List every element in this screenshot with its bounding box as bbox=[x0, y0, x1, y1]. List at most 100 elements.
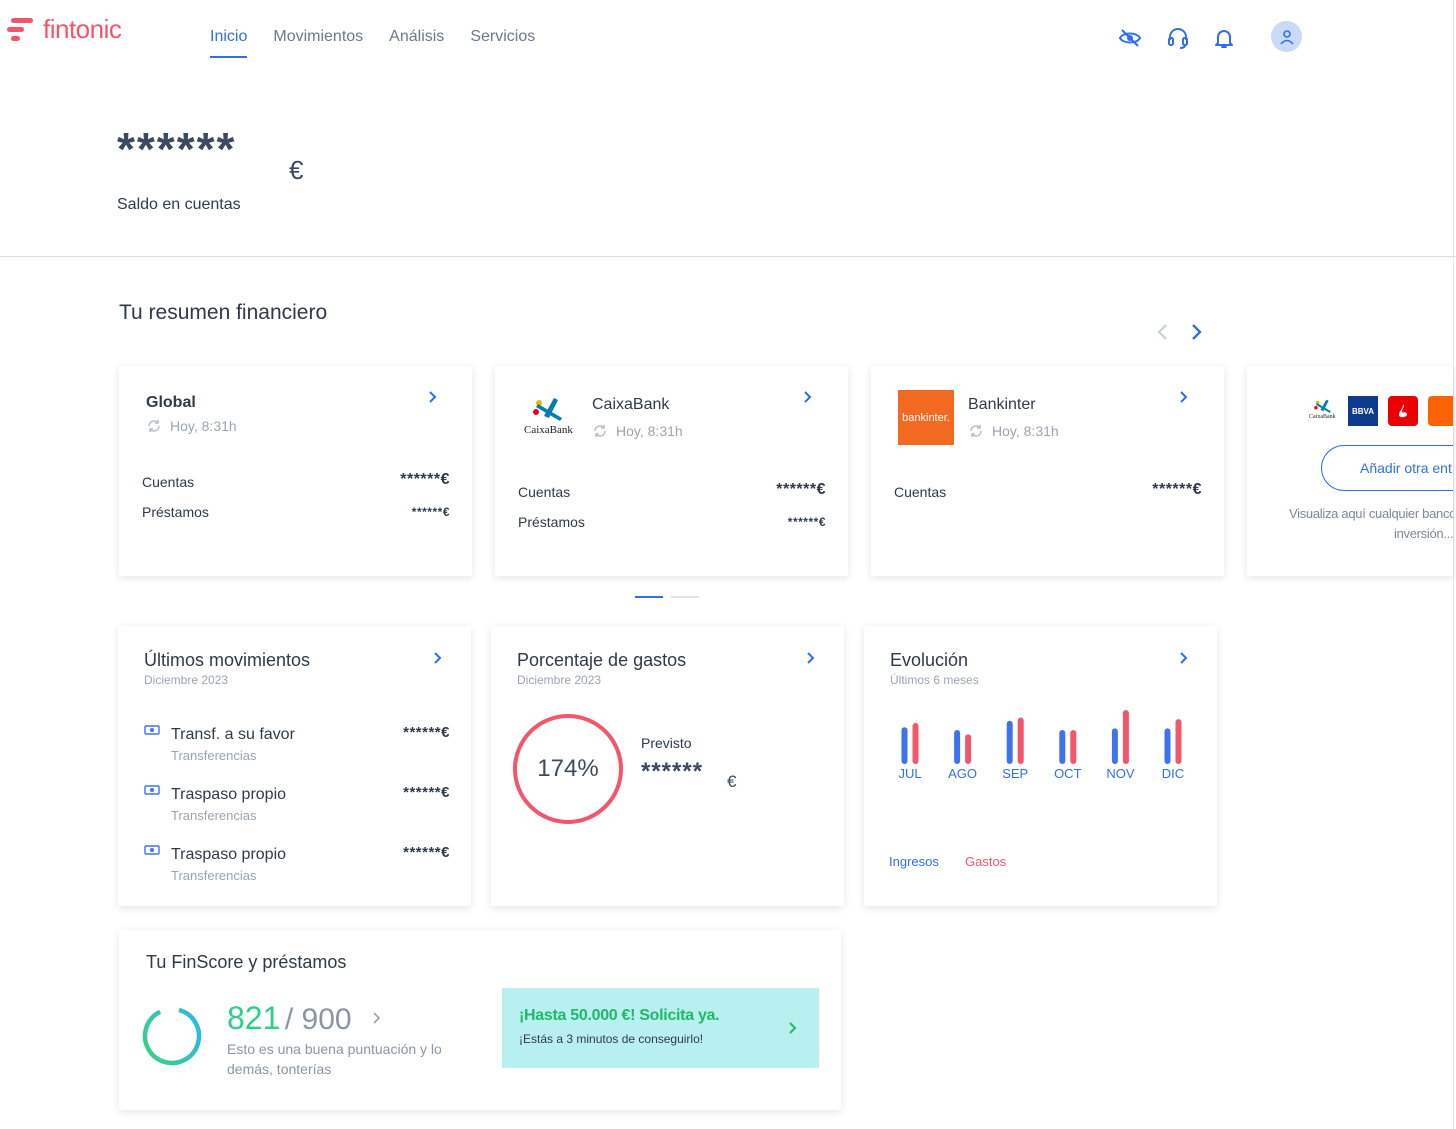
bell-icon[interactable] bbox=[1212, 26, 1236, 50]
income-bar-dic bbox=[1164, 728, 1171, 764]
loan-promo-banner[interactable]: ¡Hasta 50.000 €! Solicita ya. ¡Estás a 3… bbox=[502, 988, 819, 1068]
nav-servicios[interactable]: Servicios bbox=[470, 28, 536, 45]
add-bank-card: CaixaBank BBVA Añadir otra ent Visualiza… bbox=[1247, 366, 1453, 576]
bbva-logo-text: BBVA bbox=[1351, 406, 1375, 416]
nav-analisis[interactable]: Análisis bbox=[389, 28, 445, 45]
finscore-title: Tu FinScore y préstamos bbox=[146, 952, 347, 972]
fintonic-logo[interactable]: fintonic bbox=[7, 14, 122, 45]
carousel-pagination bbox=[635, 596, 699, 598]
movement-item[interactable]: Transf. a su favor Transferencias ******… bbox=[118, 722, 471, 772]
summary-title: Tu resumen financiero bbox=[119, 301, 328, 324]
spending-card[interactable]: Porcentaje de gastos Diciembre 2023 174%… bbox=[491, 626, 844, 906]
finscore-gauge bbox=[142, 1006, 202, 1066]
spending-percent: 174% bbox=[537, 755, 599, 782]
caixabank-logo-text: CaixaBank bbox=[524, 424, 573, 436]
sync-time-text: Hoy, 8:31h bbox=[616, 423, 683, 439]
carousel-prev-button[interactable] bbox=[1152, 320, 1174, 344]
top-bar: fintonic Inicio Movimientos Análisis Ser… bbox=[0, 0, 1456, 80]
legend-income[interactable]: Ingresos bbox=[889, 854, 939, 869]
santander-flame-icon bbox=[1399, 404, 1407, 418]
chevron-right-icon[interactable] bbox=[803, 651, 817, 665]
movement-category: Transferencias bbox=[171, 748, 257, 763]
nav-movimientos[interactable]: Movimientos bbox=[273, 28, 364, 45]
santander-logo bbox=[1388, 396, 1418, 426]
summary-card-bankinter[interactable]: bankinter. Bankinter Hoy, 8:31h Cuentas … bbox=[871, 366, 1224, 576]
month-label-sep: SEP bbox=[1002, 766, 1028, 781]
movement-item[interactable]: Traspaso propio Transferencias ******€ bbox=[118, 782, 471, 832]
row-value: ******€ bbox=[787, 515, 826, 529]
forecast-value: ****** bbox=[641, 758, 704, 785]
user-icon bbox=[1279, 29, 1294, 45]
evolution-card[interactable]: Evolución Últimos 6 meses JUL AGO SEP OCT NO… bbox=[864, 626, 1217, 906]
evolution-title: Evolución bbox=[890, 650, 969, 670]
ing-logo bbox=[1428, 396, 1453, 426]
movement-title: Transf. a su favor bbox=[171, 726, 295, 743]
movements-subtitle: Diciembre 2023 bbox=[144, 673, 229, 687]
forecast-currency: € bbox=[727, 772, 737, 791]
transfer-icon bbox=[144, 785, 160, 795]
spending-subtitle: Diciembre 2023 bbox=[517, 673, 602, 687]
sync-time: Hoy, 8:31h bbox=[146, 418, 237, 434]
row-label: Cuentas bbox=[142, 474, 195, 490]
legend-expense[interactable]: Gastos bbox=[965, 854, 1007, 869]
transfer-icon bbox=[144, 845, 160, 855]
eye-slash-icon[interactable] bbox=[1118, 26, 1142, 50]
chevron-right-icon[interactable] bbox=[1176, 651, 1190, 665]
headset-icon[interactable] bbox=[1166, 26, 1190, 50]
caixabank-mini-text: CaixaBank bbox=[1309, 414, 1336, 420]
caixabank-logo: CaixaBank bbox=[524, 394, 576, 438]
income-bar-ago bbox=[954, 729, 961, 764]
sync-time-text: Hoy, 8:31h bbox=[170, 418, 237, 434]
chevron-right-icon[interactable] bbox=[1176, 390, 1190, 404]
chevron-right-icon[interactable] bbox=[430, 651, 444, 665]
month-label-oct: OCT bbox=[1054, 766, 1082, 781]
chevron-right-icon[interactable] bbox=[369, 1011, 383, 1025]
finscore-value[interactable]: 821 / 900 bbox=[227, 1000, 352, 1037]
forecast-label: Previsto bbox=[641, 735, 692, 751]
sync-time: Hoy, 8:31h bbox=[592, 423, 683, 439]
pagination-dot-2[interactable] bbox=[671, 596, 699, 598]
transfer-icon bbox=[144, 725, 160, 735]
expense-bar-nov bbox=[1122, 710, 1129, 764]
promo-title: ¡Hasta 50.000 €! Solicita ya. bbox=[519, 1007, 720, 1024]
main-nav: Inicio Movimientos Análisis Servicios bbox=[210, 28, 535, 58]
add-bank-button-label: Añadir otra ent bbox=[1360, 460, 1452, 476]
movement-amount: ******€ bbox=[403, 724, 450, 741]
movement-title: Traspaso propio bbox=[171, 786, 287, 803]
spending-ring: 174% bbox=[513, 714, 623, 824]
section-divider bbox=[0, 256, 1456, 257]
row-label: Préstamos bbox=[518, 514, 585, 530]
month-label-ago: AGO bbox=[948, 766, 977, 781]
caixabank-star-icon bbox=[1314, 399, 1331, 413]
balance-value: ****** bbox=[117, 123, 237, 175]
avatar[interactable] bbox=[1271, 21, 1302, 52]
nav-inicio[interactable]: Inicio bbox=[210, 28, 248, 58]
chevron-right-icon[interactable] bbox=[800, 390, 814, 404]
card-title: Global bbox=[146, 394, 196, 411]
movement-item[interactable]: Traspaso propio Transferencias ******€ bbox=[118, 842, 471, 892]
expense-bar-sep bbox=[1017, 717, 1024, 764]
sync-time-text: Hoy, 8:31h bbox=[992, 423, 1059, 439]
month-label-nov: NOV bbox=[1106, 766, 1135, 781]
row-value: ******€ bbox=[776, 481, 826, 498]
month-label-jul: JUL bbox=[898, 766, 921, 781]
finscore-score: 821 bbox=[227, 1000, 281, 1036]
movement-category: Transferencias bbox=[171, 808, 257, 823]
row-label: Cuentas bbox=[894, 484, 947, 500]
expense-bar-oct bbox=[1070, 729, 1077, 764]
page-edge bbox=[1453, 0, 1454, 1129]
add-bank-button[interactable]: Añadir otra ent bbox=[1321, 445, 1453, 491]
chevron-right-icon bbox=[789, 1022, 797, 1034]
sync-icon bbox=[594, 425, 606, 437]
summary-card-caixabank[interactable]: CaixaBank CaixaBank Hoy, 8:31h Cuentas *… bbox=[495, 366, 848, 576]
summary-card-global[interactable]: Global Hoy, 8:31h Cuentas ******€ Présta… bbox=[119, 366, 472, 576]
evolution-chart: JUL AGO SEP OCT NOV DIC bbox=[898, 710, 1184, 781]
movements-card[interactable]: Últimos movimientos Diciembre 2023 Trans… bbox=[118, 626, 471, 906]
pagination-dot-1[interactable] bbox=[635, 596, 663, 598]
finscore-max: / 900 bbox=[284, 1003, 352, 1036]
carousel-next-button[interactable] bbox=[1185, 320, 1207, 344]
card-title: CaixaBank bbox=[592, 396, 670, 413]
expense-bar-dic bbox=[1175, 719, 1182, 764]
chevron-right-icon[interactable] bbox=[425, 390, 439, 404]
row-value: ******€ bbox=[411, 505, 450, 519]
